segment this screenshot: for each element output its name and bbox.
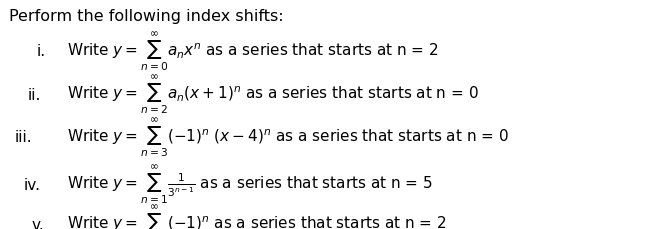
Text: iii.: iii. — [15, 130, 32, 145]
Text: Write $y = \sum_{n=1}^{\infty} \frac{1}{3^{n-1}}$ as a series that starts at n =: Write $y = \sum_{n=1}^{\infty} \frac{1}{… — [67, 163, 433, 206]
Text: ii.: ii. — [28, 87, 41, 103]
Text: Write $y = \sum_{n=0}^{\infty} a_n x^n$ as a series that starts at n = 2: Write $y = \sum_{n=0}^{\infty} a_n x^n$ … — [67, 30, 438, 73]
Text: Write $y = \sum_{n=3}^{\infty}(-1)^n\ (x - 4)^n$ as a series that starts at n = : Write $y = \sum_{n=3}^{\infty}(-1)^n\ (x… — [67, 116, 508, 159]
Text: Write $y = \sum_{n=2}^{\infty} a_n(x + 1)^n$ as a series that starts at n = 0: Write $y = \sum_{n=2}^{\infty} a_n(x + 1… — [67, 73, 478, 117]
Text: iv.: iv. — [23, 177, 40, 192]
Text: v.: v. — [32, 217, 45, 229]
Text: i.: i. — [37, 44, 46, 59]
Text: Write $y = \sum_{n=0}^{\infty}(-1)^n$ as a series that starts at n = 2: Write $y = \sum_{n=0}^{\infty}(-1)^n$ as… — [67, 203, 446, 229]
Text: Perform the following index shifts:: Perform the following index shifts: — [9, 9, 283, 24]
